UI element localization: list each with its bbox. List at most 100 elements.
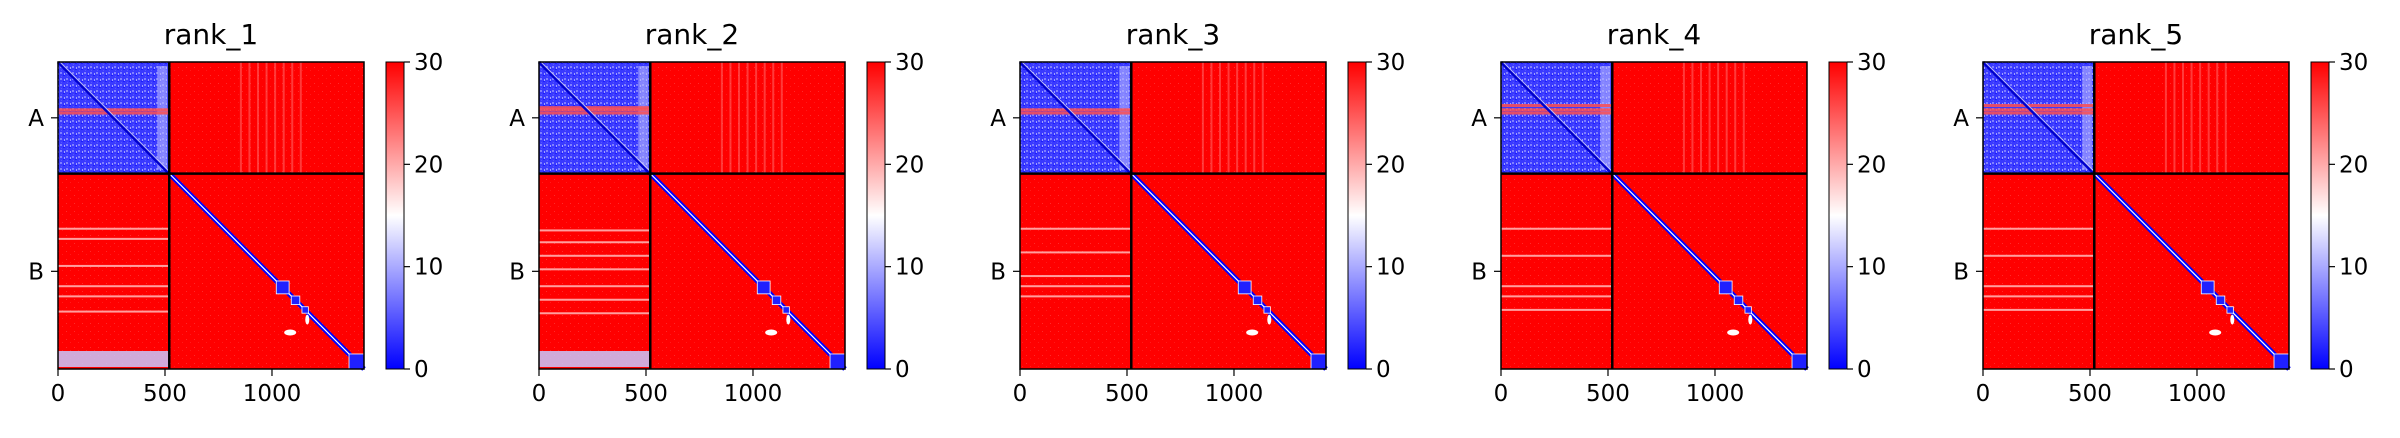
x-tick-label: 0	[1494, 381, 1509, 407]
A-A-red-row-0	[58, 108, 170, 112]
colorbar-tick-label: 0	[895, 357, 910, 383]
A-B-stripe-5	[282, 62, 285, 174]
B-A-stripe-2	[1020, 275, 1132, 278]
y-tick-label: A	[1471, 106, 1487, 132]
B-A-stripe-5	[539, 298, 651, 301]
colorbar-tick-label: 20	[1376, 152, 1405, 178]
A-B-stripe-1	[248, 62, 251, 174]
block-A-A-edge	[157, 66, 168, 170]
panel-title: rank_4	[1607, 18, 1701, 51]
x-tick-label: 500	[1586, 381, 1630, 407]
A-B-stripe-1	[1691, 62, 1694, 174]
A-B-stripe-2	[2182, 62, 2185, 174]
B-A-stripe-4	[1501, 308, 1613, 311]
diagonal-A-edge	[1502, 61, 1613, 172]
x-tick-label: 1000	[243, 381, 302, 407]
A-B-stripe-2	[1700, 62, 1703, 174]
contact-spot-2	[2230, 314, 2235, 325]
B-A-pale-band	[58, 351, 170, 367]
domain-block-0	[1718, 280, 1733, 295]
domain-block-0	[275, 280, 290, 295]
domain-block-2	[1263, 306, 1271, 314]
A-A-red-row-2	[1501, 111, 1613, 115]
contact-spot-1	[2209, 329, 2222, 336]
A-B-stripe-3	[265, 62, 268, 174]
domain-block-3	[1310, 353, 1327, 370]
diagonal-A-edge	[540, 61, 651, 172]
y-tick-label: B	[1953, 259, 1969, 285]
colorbar-tick-label: 0	[414, 357, 429, 383]
panel-5: rank_5 0 500 1000 A B 0 10 20 30	[1953, 18, 2368, 407]
A-B-stripe-0	[239, 62, 242, 174]
A-B-stripe-3	[1708, 62, 1711, 174]
domain-block-3	[2273, 353, 2290, 370]
panel-title: rank_1	[164, 18, 258, 51]
x-tick-label: 0	[532, 381, 547, 407]
A-B-stripe-3	[2190, 62, 2193, 174]
B-A-pale-band	[539, 351, 651, 367]
domain-block-1	[1733, 295, 1744, 305]
A-B-stripe-4	[1717, 62, 1720, 174]
colorbar-tick-label: 20	[414, 152, 443, 178]
B-A-stripe-2	[1983, 285, 2095, 288]
B-A-stripe-2	[539, 254, 651, 257]
A-B-stripe-0	[720, 62, 723, 174]
A-B-stripe-6	[1734, 62, 1737, 174]
A-B-stripe-7	[780, 62, 783, 174]
contact-spot-1	[284, 329, 297, 336]
block-A-A-edge	[1600, 66, 1611, 170]
A-A-red-row-0	[539, 106, 651, 110]
diagonal-B-center	[1611, 173, 1808, 370]
A-B-stripe-1	[2173, 62, 2176, 174]
block-A-A-edge	[638, 66, 649, 170]
y-tick-label: B	[990, 259, 1006, 285]
y-tick-label: A	[28, 106, 44, 132]
diagonal-B-center	[1130, 173, 1327, 370]
colorbar-tick-label: 10	[895, 255, 924, 281]
colorbar-tick-label: 0	[2339, 357, 2354, 383]
y-tick-label: B	[509, 259, 525, 285]
diagonal-B-center	[168, 173, 365, 370]
panel-4: rank_4 0 500 1000 A B 0 10 20 30	[1471, 18, 1886, 407]
plot-frame	[57, 61, 365, 370]
B-A-stripe-3	[58, 285, 170, 288]
diagonal-A	[1499, 60, 1614, 175]
plot-frame	[1982, 61, 2290, 370]
A-B-stripe-1	[1210, 62, 1213, 174]
A-B-stripe-0	[1201, 62, 1204, 174]
domain-block-1	[2215, 295, 2226, 305]
A-B-stripe-2	[1219, 62, 1222, 174]
A-B-stripe-4	[755, 62, 758, 174]
x-tick-label: 500	[143, 381, 187, 407]
colorbar-tick-label: 10	[2339, 255, 2368, 281]
colorbar-tick-label: 20	[2339, 152, 2368, 178]
A-A-red-row-1	[1020, 111, 1132, 115]
domain-block-2	[2226, 306, 2234, 314]
A-B-stripe-5	[1244, 62, 1247, 174]
B-A-stripe-5	[58, 310, 170, 313]
diagonal-A-edge	[1984, 61, 2095, 172]
A-B-stripe-4	[2199, 62, 2202, 174]
x-tick-label: 500	[1105, 381, 1149, 407]
domain-block-1	[1252, 295, 1263, 305]
B-A-stripe-3	[1501, 295, 1613, 298]
panel-title: rank_3	[1126, 18, 1220, 51]
A-B-stripe-1	[729, 62, 732, 174]
A-B-stripe-5	[763, 62, 766, 174]
y-tick-label: B	[1471, 259, 1487, 285]
x-tick-label: 1000	[2168, 381, 2227, 407]
domain-block-0	[756, 280, 771, 295]
colorbar-tick-label: 30	[1857, 50, 1886, 76]
B-A-stripe-3	[1020, 285, 1132, 288]
diagonal-A-edge	[1021, 61, 1132, 172]
contact-spot-2	[1267, 314, 1272, 325]
domain-block-2	[301, 306, 309, 314]
contact-spot-2	[305, 314, 310, 325]
A-B-stripe-7	[2224, 62, 2227, 174]
B-A-stripe-0	[58, 227, 170, 230]
panel-title: rank_2	[645, 18, 739, 51]
B-A-stripe-0	[1983, 227, 2095, 230]
B-A-stripe-4	[1020, 295, 1132, 298]
A-B-stripe-2	[738, 62, 741, 174]
diagonal-A-edge	[59, 61, 170, 172]
